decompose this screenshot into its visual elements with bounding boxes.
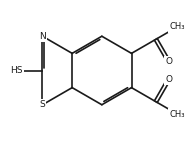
Text: CH₃: CH₃ [169, 23, 185, 31]
Text: CH₃: CH₃ [169, 110, 185, 118]
Text: N: N [39, 32, 46, 41]
Text: O: O [165, 75, 172, 84]
Text: S: S [40, 100, 45, 109]
Text: HS: HS [10, 66, 23, 75]
Text: O: O [165, 57, 172, 66]
